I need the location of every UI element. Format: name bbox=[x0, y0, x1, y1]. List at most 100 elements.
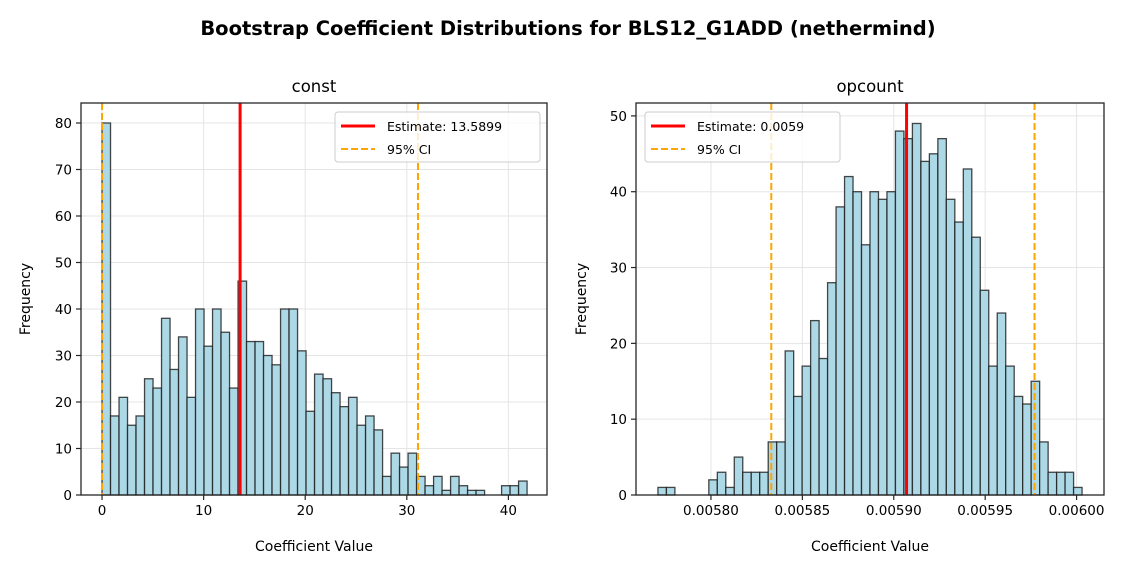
histogram-bar bbox=[767, 441, 778, 496]
histogram-bar bbox=[254, 340, 265, 496]
y-tick-label: 80 bbox=[55, 116, 72, 132]
y-tick-label: 40 bbox=[55, 302, 72, 318]
histogram-bar bbox=[313, 373, 324, 496]
histogram-bar bbox=[801, 365, 812, 496]
legend: Estimate: 13.5899 95% CI bbox=[334, 111, 541, 163]
histogram-bar bbox=[296, 350, 307, 496]
legend-label-estimate: Estimate: 13.5899 bbox=[387, 119, 502, 134]
histogram-bar bbox=[449, 475, 460, 496]
histogram-bar bbox=[364, 415, 375, 496]
y-tick-label: 30 bbox=[610, 261, 627, 277]
histogram-bar bbox=[784, 350, 795, 496]
histogram-bar bbox=[186, 396, 197, 496]
x-axis-label: Coefficient Value bbox=[255, 539, 373, 555]
histogram-bar bbox=[826, 282, 837, 496]
histogram-bar bbox=[500, 485, 511, 496]
histogram-bar bbox=[135, 415, 146, 496]
histogram-bar bbox=[398, 466, 409, 496]
histogram-bar bbox=[245, 340, 256, 496]
subplot-title: const bbox=[292, 77, 337, 96]
histogram-bar bbox=[458, 485, 469, 496]
histogram-bar bbox=[843, 175, 854, 496]
histogram-bar bbox=[928, 153, 939, 496]
histogram-bar bbox=[1022, 403, 1032, 496]
histogram-bar bbox=[818, 357, 829, 496]
y-tick-label: 20 bbox=[610, 336, 627, 352]
histogram-bar bbox=[203, 345, 214, 496]
legend-label-ci: 95% CI bbox=[697, 142, 741, 157]
histogram-bar bbox=[733, 456, 744, 496]
histogram-bar bbox=[330, 392, 341, 496]
histogram-bar bbox=[937, 137, 947, 496]
x-tick-label: 10 bbox=[195, 503, 212, 519]
histogram-bar bbox=[271, 364, 282, 496]
histogram-bar bbox=[220, 331, 231, 496]
histogram-bar bbox=[1055, 471, 1066, 496]
histogram-bar bbox=[665, 486, 676, 496]
x-tick-label: 0.00600 bbox=[1049, 503, 1105, 519]
histogram-bar bbox=[1064, 471, 1075, 496]
histogram-bar bbox=[373, 429, 384, 496]
histogram-bar bbox=[894, 130, 905, 496]
x-tick-label: 30 bbox=[398, 503, 415, 519]
histogram-bar bbox=[475, 489, 486, 496]
histogram-bar bbox=[911, 122, 922, 496]
x-tick-label: 0 bbox=[98, 503, 107, 519]
x-tick-label: 20 bbox=[297, 503, 314, 519]
histogram-bar bbox=[118, 396, 129, 496]
histogram-bar bbox=[877, 198, 888, 496]
histogram-bar bbox=[432, 475, 443, 496]
histogram-bar bbox=[262, 354, 273, 496]
histogram-bar bbox=[725, 486, 735, 496]
histogram-bar bbox=[305, 410, 316, 496]
x-tick-label: 0.00595 bbox=[957, 503, 1013, 519]
y-tick-label: 10 bbox=[610, 412, 627, 428]
y-tick-label: 70 bbox=[55, 162, 72, 178]
histogram-bar bbox=[101, 122, 112, 496]
histogram-bar bbox=[194, 308, 205, 496]
y-tick-label: 60 bbox=[55, 209, 72, 225]
histogram-bar bbox=[441, 489, 452, 496]
y-axis-label: Frequency bbox=[574, 263, 590, 335]
histogram-bar bbox=[657, 486, 668, 496]
histogram-bar bbox=[954, 221, 964, 496]
histogram-bar bbox=[1005, 365, 1015, 496]
histogram-bar bbox=[169, 368, 180, 496]
histogram-bar bbox=[160, 317, 171, 496]
subplot-title: opcount bbox=[836, 77, 904, 96]
histogram-bar bbox=[279, 308, 290, 496]
histogram-bar bbox=[322, 378, 333, 496]
histogram-bar bbox=[971, 236, 981, 496]
histogram-bar bbox=[1013, 395, 1024, 496]
histogram-bar bbox=[809, 319, 820, 496]
histogram-bar bbox=[109, 415, 120, 496]
histogram-bar bbox=[339, 405, 350, 496]
axes-frame bbox=[635, 102, 1105, 496]
y-axis-label: Frequency bbox=[18, 263, 34, 335]
histogram-bar bbox=[177, 336, 188, 496]
histogram-bar bbox=[211, 308, 222, 496]
histogram-bar bbox=[509, 485, 520, 496]
histogram-bar bbox=[869, 191, 880, 496]
histogram-bar bbox=[1047, 471, 1058, 496]
histogram-bar bbox=[1039, 441, 1049, 496]
y-tick-label: 50 bbox=[55, 255, 72, 271]
histogram-bar bbox=[288, 308, 299, 496]
legend: Estimate: 0.0059 95% CI bbox=[644, 111, 841, 163]
histogram-bar bbox=[945, 198, 956, 496]
histogram-bar bbox=[835, 206, 846, 496]
histogram-bar bbox=[996, 312, 1007, 496]
histogram-bar bbox=[466, 489, 477, 496]
histogram-bar bbox=[407, 452, 418, 496]
y-tick-label: 20 bbox=[55, 395, 72, 411]
histogram-bar bbox=[716, 471, 727, 496]
histogram-bar bbox=[920, 160, 931, 496]
histogram-bar bbox=[860, 244, 871, 496]
histogram-bar bbox=[776, 441, 786, 496]
x-tick-label: 0.00590 bbox=[866, 503, 922, 519]
y-tick-label: 10 bbox=[55, 441, 72, 457]
histogram-bar bbox=[390, 452, 401, 496]
histogram-bar bbox=[988, 365, 998, 496]
y-tick-label: 40 bbox=[610, 185, 627, 201]
